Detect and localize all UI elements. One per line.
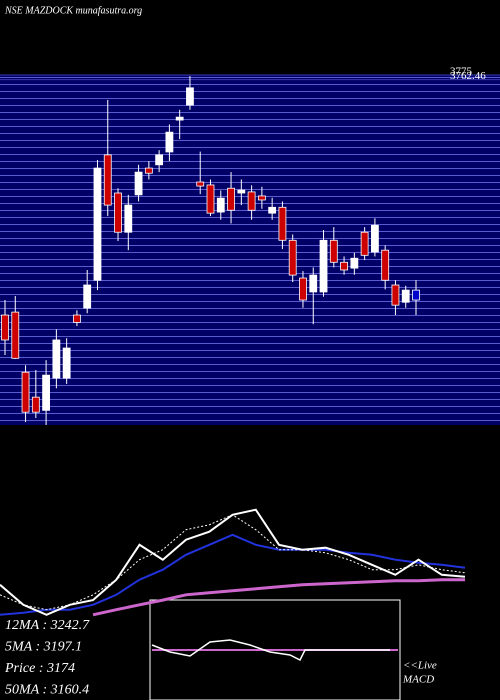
series-line xyxy=(0,533,466,616)
candle-body xyxy=(257,195,266,201)
candle-body xyxy=(329,239,338,263)
series-line xyxy=(0,514,466,611)
candle-body xyxy=(319,239,328,293)
candle-body xyxy=(134,171,143,196)
candle-body xyxy=(350,257,359,269)
candle-body xyxy=(11,311,20,359)
candle-body xyxy=(93,167,102,281)
candle-body xyxy=(309,274,318,293)
candle-body xyxy=(278,206,287,241)
candle-body xyxy=(42,374,50,411)
candle-body xyxy=(340,261,348,271)
candle-body xyxy=(31,396,40,413)
candle-body xyxy=(391,284,400,306)
candle-body xyxy=(124,204,133,233)
candle-body xyxy=(165,131,174,153)
candle-body xyxy=(227,187,235,211)
y-tick-label: 3775 xyxy=(450,66,473,78)
candle-body xyxy=(412,289,420,301)
macd-note: MACD xyxy=(402,674,434,686)
macd-note: <<Live xyxy=(403,660,437,672)
candle-body xyxy=(83,284,92,309)
candle-body xyxy=(103,154,112,206)
candle-body xyxy=(114,192,122,233)
candle-body xyxy=(247,191,256,211)
chart-title: NSE MAZDOCK munafasutra.org xyxy=(4,5,142,16)
candle-body xyxy=(299,277,307,301)
candle-body xyxy=(401,289,410,303)
candle-body xyxy=(268,206,277,214)
legend-label: 50MA : 3160.4 xyxy=(5,683,89,698)
candle-body xyxy=(370,224,379,253)
candle-body xyxy=(21,371,30,413)
legend-label: 5MA : 3197.1 xyxy=(5,640,82,655)
legend-label: 12MA : 3242.7 xyxy=(5,618,90,633)
candle-body xyxy=(144,167,153,174)
candle-body xyxy=(52,339,61,379)
candle-body xyxy=(216,197,225,213)
candle-body xyxy=(206,184,215,214)
series-line xyxy=(0,508,466,616)
candle-body xyxy=(62,347,71,379)
y-tick-label: 3762.46 xyxy=(450,70,486,82)
plot-area xyxy=(0,75,500,425)
candle-body xyxy=(1,314,9,341)
legend-label: Price : 3174 xyxy=(4,661,75,676)
candle-body xyxy=(155,154,164,166)
candle-body xyxy=(288,239,297,276)
candle-body xyxy=(381,249,390,281)
candle-body xyxy=(73,314,81,323)
candle-body xyxy=(186,87,194,106)
candle-body xyxy=(360,231,369,256)
candle-body xyxy=(175,116,184,121)
candle-body xyxy=(237,189,246,194)
series-line xyxy=(92,578,465,617)
candle-body xyxy=(196,181,205,187)
macd-line xyxy=(151,639,390,662)
